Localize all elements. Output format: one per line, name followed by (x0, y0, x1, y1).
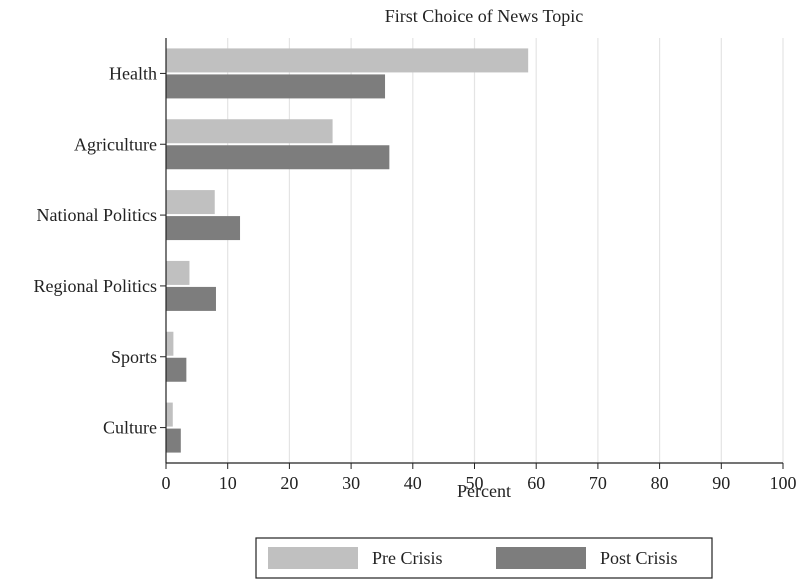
x-axis-label: Percent (457, 481, 511, 501)
x-tick-label-70: 70 (589, 473, 607, 493)
legend-swatch-pre-crisis (268, 547, 358, 569)
bar-pre-crisis-agriculture (166, 119, 333, 144)
category-label-sports: Sports (111, 347, 157, 367)
category-label-regional-politics: Regional Politics (34, 276, 158, 296)
x-tick-label-80: 80 (651, 473, 669, 493)
bar-pre-crisis-health (166, 48, 529, 73)
x-tick-label-10: 10 (219, 473, 237, 493)
x-tick-label-100: 100 (770, 473, 797, 493)
bar-post-crisis-national-politics (166, 216, 241, 241)
bar-post-crisis-sports (166, 357, 187, 382)
x-tick-labels: 0 10 20 30 40 50 60 70 80 90 100 (162, 473, 797, 493)
x-tick-label-90: 90 (712, 473, 730, 493)
bar-post-crisis-health (166, 74, 386, 99)
x-tick-label-30: 30 (342, 473, 360, 493)
x-tick-label-0: 0 (162, 473, 171, 493)
x-tick-label-50: 50 (466, 473, 484, 493)
x-tick-label-40: 40 (404, 473, 422, 493)
gridlines (227, 38, 784, 463)
bar-pre-crisis-regional-politics (166, 260, 190, 285)
x-tick-label-60: 60 (527, 473, 545, 493)
bar-post-crisis-culture (166, 428, 181, 453)
x-tick-label-20: 20 (280, 473, 298, 493)
category-label-agriculture: Agriculture (74, 134, 157, 154)
bar-pre-crisis-national-politics (166, 190, 215, 215)
legend-label-post-crisis: Post Crisis (600, 548, 678, 568)
legend-swatch-post-crisis (496, 547, 586, 569)
category-label-culture: Culture (103, 418, 157, 438)
axes (160, 38, 784, 469)
category-labels: Health Agriculture National Politics Region… (34, 63, 158, 437)
legend-label-pre-crisis: Pre Crisis (372, 548, 443, 568)
bar-pre-crisis-sports (166, 331, 174, 356)
bar-post-crisis-agriculture (166, 145, 390, 170)
category-label-health: Health (109, 63, 157, 83)
bar-post-crisis-regional-politics (166, 286, 216, 311)
chart-title: First Choice of News Topic (385, 6, 583, 26)
legend: Pre Crisis Post Crisis (255, 537, 713, 579)
bars (166, 48, 529, 453)
bar-pre-crisis-culture (166, 402, 173, 427)
category-label-national-politics: National Politics (37, 205, 158, 225)
